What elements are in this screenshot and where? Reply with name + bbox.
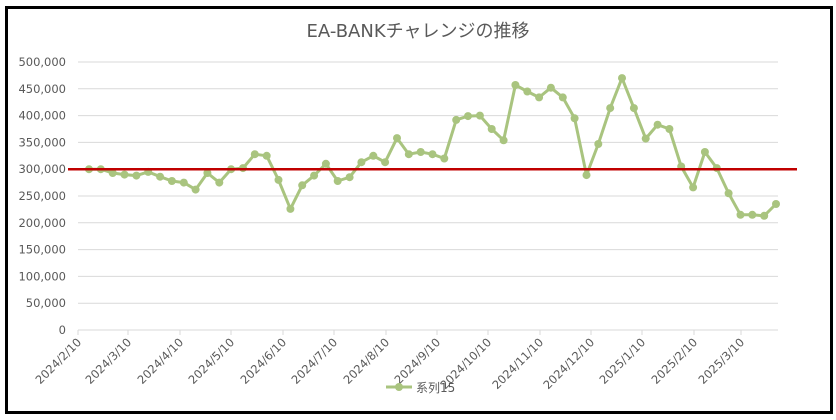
data-point xyxy=(665,125,674,133)
y-tick-label: 450,000 xyxy=(18,82,66,96)
data-point xyxy=(594,140,603,148)
data-point xyxy=(618,74,626,83)
data-point xyxy=(736,210,745,219)
y-tick-label: 100,000 xyxy=(18,269,66,283)
y-tick-label: 350,000 xyxy=(18,135,66,149)
data-point xyxy=(511,81,520,89)
data-point xyxy=(203,169,212,177)
data-point xyxy=(404,150,413,159)
data-point xyxy=(345,173,354,182)
data-point xyxy=(310,171,319,180)
data-point xyxy=(546,83,555,92)
data-point xyxy=(167,177,176,185)
data-point xyxy=(381,158,390,167)
chart-frame xyxy=(5,6,833,414)
data-point xyxy=(156,172,165,181)
data-point xyxy=(760,211,769,220)
data-point xyxy=(499,136,508,145)
x-tick-label: 2024/4/10 xyxy=(135,335,187,387)
data-point xyxy=(582,171,591,180)
series-polyline xyxy=(89,76,778,218)
data-point xyxy=(428,150,437,159)
data-point xyxy=(641,134,650,143)
data-point xyxy=(440,154,449,163)
data-point xyxy=(452,115,461,124)
y-tick-label: 500,000 xyxy=(18,55,66,69)
x-tick-label: 2024/6/10 xyxy=(238,335,290,387)
legend: 系列15 xyxy=(386,381,455,395)
x-tick-label: 2024/5/10 xyxy=(186,335,238,387)
data-point xyxy=(464,112,472,121)
data-point xyxy=(274,175,283,184)
data-point xyxy=(772,200,780,208)
chart-title: EA-BANKチャレンジの推移 xyxy=(307,21,530,42)
x-tick-label: 2024/3/10 xyxy=(83,335,135,387)
y-axis-ticks: 0 50,000 100,000 150,000 200,000 250,000 300,0… xyxy=(18,55,66,337)
x-tick-label: 2025/3/10 xyxy=(696,335,748,387)
gridlines xyxy=(78,61,778,304)
legend-marker-icon xyxy=(395,383,403,391)
data-point xyxy=(215,178,224,187)
x-tick-label: 2025/1/10 xyxy=(597,335,649,387)
data-point xyxy=(262,151,271,160)
data-point xyxy=(689,183,698,192)
series-line xyxy=(85,74,780,220)
data-point xyxy=(416,148,425,156)
data-point xyxy=(132,171,141,180)
data-point xyxy=(558,93,567,102)
y-tick-label: 250,000 xyxy=(18,189,66,203)
data-point xyxy=(629,104,638,113)
data-point xyxy=(475,111,484,120)
data-point xyxy=(250,150,259,159)
data-point xyxy=(535,93,544,102)
data-point xyxy=(700,148,709,156)
data-point xyxy=(286,204,295,213)
data-point xyxy=(333,177,342,185)
data-point xyxy=(369,151,378,160)
data-point xyxy=(120,170,129,179)
data-point xyxy=(606,104,615,113)
data-point xyxy=(357,158,366,167)
y-tick-label: 300,000 xyxy=(18,162,66,176)
data-point xyxy=(321,159,330,168)
y-tick-label: 50,000 xyxy=(26,296,66,310)
data-point xyxy=(523,87,532,96)
x-tick-label: 2024/12/10 xyxy=(540,335,597,392)
x-tick-label: 2024/8/10 xyxy=(341,335,393,387)
data-point xyxy=(393,134,401,143)
data-point xyxy=(298,181,307,190)
data-point xyxy=(653,120,662,129)
y-tick-label: 200,000 xyxy=(18,216,66,230)
data-point xyxy=(191,185,200,194)
data-point xyxy=(724,189,733,198)
x-tick-label: 2024/9/10 xyxy=(392,335,444,387)
x-tick-label: 2024/11/10 xyxy=(489,335,546,392)
x-tick-label: 2025/2/10 xyxy=(649,335,701,387)
legend-label: 系列15 xyxy=(416,381,455,395)
y-tick-label: 400,000 xyxy=(18,109,66,123)
data-point xyxy=(179,178,188,187)
x-tick-label: 2024/7/10 xyxy=(289,335,341,387)
y-tick-label: 150,000 xyxy=(18,243,66,257)
y-tick-label: 0 xyxy=(59,323,66,337)
data-point xyxy=(487,125,496,133)
data-point xyxy=(570,114,579,123)
data-point xyxy=(108,169,117,177)
data-point xyxy=(748,210,757,219)
x-tick-label: 2024/2/10 xyxy=(33,335,85,387)
